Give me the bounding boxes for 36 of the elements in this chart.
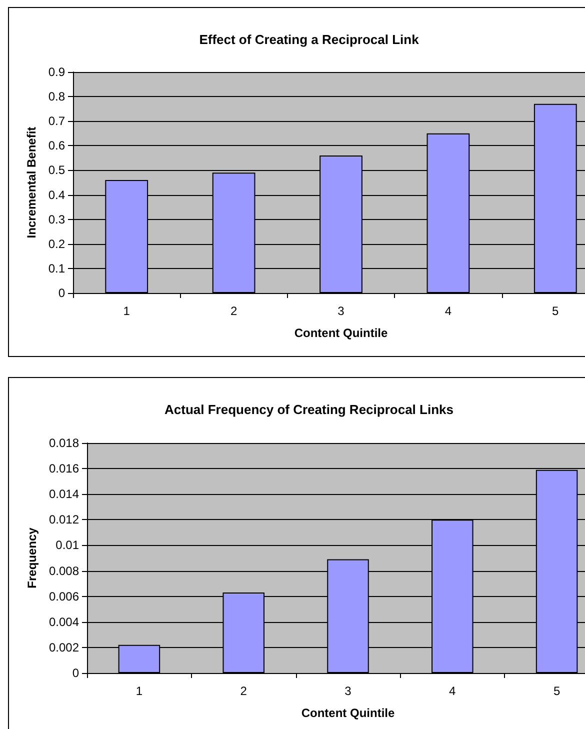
y-tick-label: 0.8 (48, 90, 66, 104)
y-tick-label: 0.016 (48, 462, 80, 476)
y-axis-title: Incremental Benefit (24, 126, 38, 238)
y-tick-label: 0.2 (48, 236, 66, 251)
y-tick-label: 0.018 (48, 436, 80, 450)
chart-title: Effect of Creating a Reciprocal Link (199, 32, 420, 47)
y-tick-label: 0.004 (48, 614, 80, 629)
y-tick-label: 0.9 (48, 65, 66, 79)
x-tick-label: 1 (136, 684, 143, 698)
y-tick-label: 0.5 (48, 163, 66, 178)
y-tick-label: 0.6 (48, 138, 66, 153)
y-tick-label: 0 (58, 286, 66, 300)
y-tick-label: 0.4 (48, 188, 66, 202)
x-tick-label: 2 (230, 304, 238, 318)
y-tick-label: 0.3 (48, 212, 66, 226)
y-tick-label: 0.01 (56, 538, 80, 552)
chart-title: Actual Frequency of Creating Reciprocal Links (164, 402, 454, 417)
x-axis-title: Content Quintile (301, 706, 395, 720)
y-tick-label: 0.012 (48, 512, 80, 527)
x-tick-label: 4 (444, 304, 452, 318)
y-tick-label: 0.7 (48, 114, 66, 128)
x-tick-label: 4 (449, 684, 456, 698)
x-tick-label: 1 (123, 304, 130, 318)
y-tick-label: 0.006 (48, 589, 80, 604)
y-axis-title: Frequency (25, 527, 40, 588)
x-tick-label: 3 (338, 304, 345, 318)
x-tick-label: 5 (553, 684, 560, 698)
x-tick-label: 2 (240, 684, 248, 698)
x-tick-label: 3 (344, 684, 352, 698)
y-tick-label: 0 (72, 666, 80, 680)
x-axis-title: Content Quintile (294, 326, 388, 340)
y-tick-label: 0.014 (48, 487, 80, 502)
y-tick-label: 0.008 (48, 564, 80, 578)
x-tick-label: 5 (552, 304, 560, 318)
y-tick-label: 0.002 (48, 640, 80, 654)
y-tick-label: 0.1 (48, 261, 66, 276)
